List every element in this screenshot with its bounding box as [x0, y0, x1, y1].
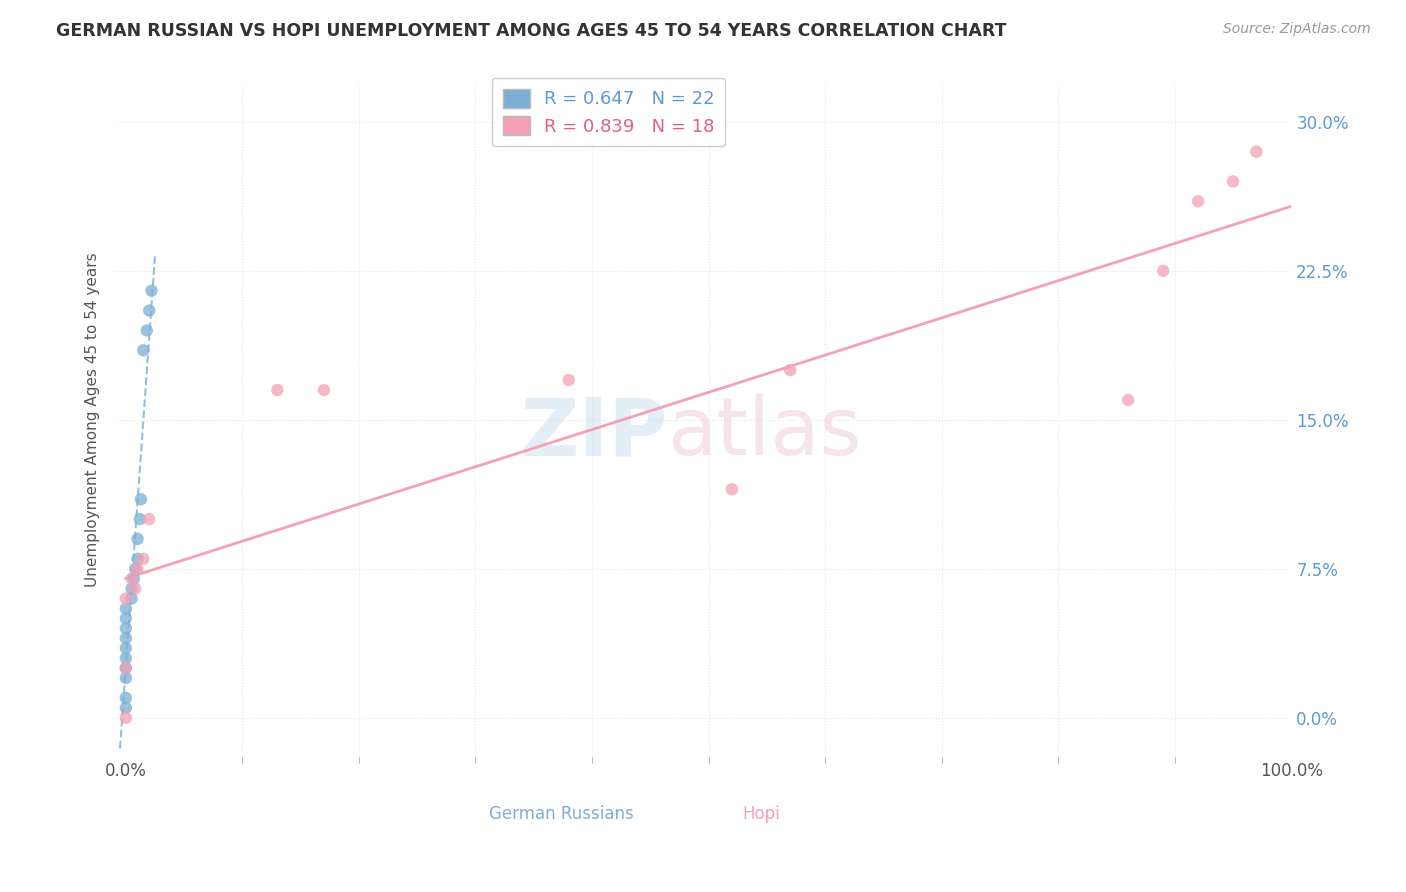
Y-axis label: Unemployment Among Ages 45 to 54 years: Unemployment Among Ages 45 to 54 years	[86, 252, 100, 587]
Point	[132, 551, 155, 566]
Point	[129, 492, 152, 507]
Point	[115, 621, 138, 635]
Point	[1187, 194, 1209, 209]
Text: GERMAN RUSSIAN VS HOPI UNEMPLOYMENT AMONG AGES 45 TO 54 YEARS CORRELATION CHART: GERMAN RUSSIAN VS HOPI UNEMPLOYMENT AMON…	[56, 22, 1007, 40]
Point	[115, 661, 138, 675]
Text: German Russians: German Russians	[489, 805, 634, 822]
Point	[779, 363, 801, 377]
Point	[128, 512, 150, 526]
Point	[121, 591, 143, 606]
Text: Hopi: Hopi	[742, 805, 780, 822]
Point	[124, 582, 146, 596]
Point	[115, 711, 138, 725]
Point	[115, 661, 138, 675]
Point	[115, 690, 138, 705]
Point	[132, 343, 155, 358]
Point	[135, 323, 157, 337]
Point	[266, 383, 288, 397]
Point	[115, 641, 138, 656]
Point	[115, 591, 138, 606]
Point	[1246, 145, 1268, 159]
Point	[115, 601, 138, 615]
Point	[115, 611, 138, 625]
Point	[121, 582, 143, 596]
Point	[1116, 392, 1139, 407]
Point	[1152, 264, 1174, 278]
Legend: R = 0.647   N = 22, R = 0.839   N = 18: R = 0.647 N = 22, R = 0.839 N = 18	[492, 78, 725, 146]
Point	[127, 562, 149, 576]
Point	[115, 700, 138, 714]
Point	[122, 572, 145, 586]
Point	[115, 671, 138, 685]
Point	[127, 551, 149, 566]
Point	[141, 284, 163, 298]
Point	[138, 303, 160, 318]
Point	[121, 572, 143, 586]
Point	[558, 373, 581, 387]
Point	[138, 512, 160, 526]
Point	[127, 532, 149, 546]
Text: ZIP: ZIP	[520, 394, 668, 472]
Point	[721, 483, 744, 497]
Point	[115, 632, 138, 646]
Text: Source: ZipAtlas.com: Source: ZipAtlas.com	[1223, 22, 1371, 37]
Point	[312, 383, 335, 397]
Point	[115, 651, 138, 665]
Point	[124, 562, 146, 576]
Text: atlas: atlas	[668, 394, 862, 472]
Point	[1222, 174, 1244, 188]
